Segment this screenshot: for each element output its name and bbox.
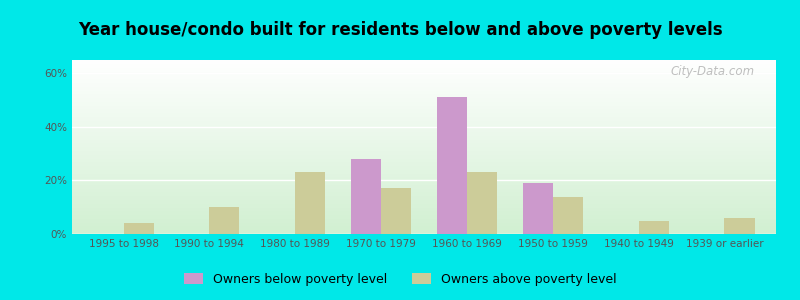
Bar: [522, 183, 553, 234]
Text: Year house/condo built for residents below and above poverty levels: Year house/condo built for residents bel…: [78, 21, 722, 39]
Bar: [725, 218, 754, 234]
Bar: [123, 223, 154, 234]
Bar: [467, 172, 497, 234]
Bar: [351, 159, 381, 234]
Bar: [638, 220, 669, 234]
Bar: [295, 172, 326, 234]
Legend: Owners below poverty level, Owners above poverty level: Owners below poverty level, Owners above…: [179, 268, 621, 291]
Text: City-Data.com: City-Data.com: [670, 65, 755, 78]
Bar: [553, 196, 583, 234]
Bar: [381, 188, 411, 234]
Bar: [210, 207, 239, 234]
Bar: [437, 98, 467, 234]
